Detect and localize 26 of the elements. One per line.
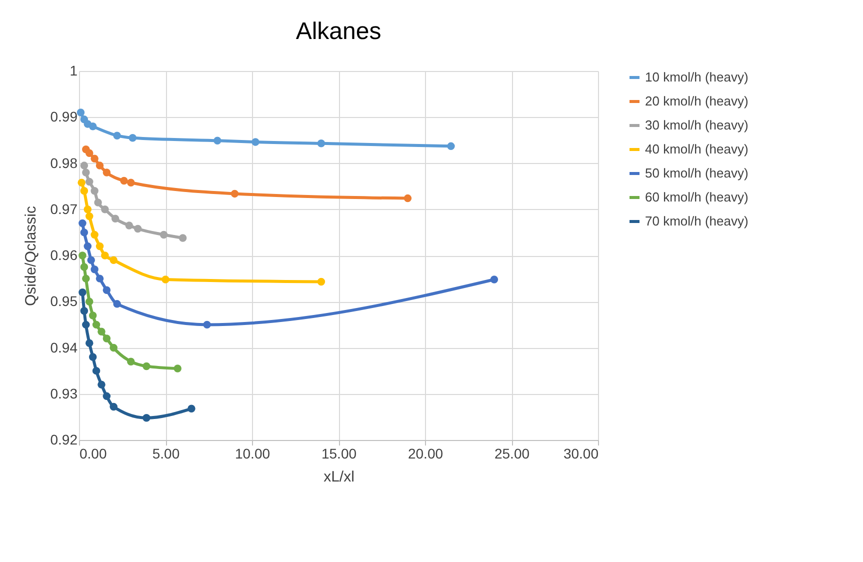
y-tick-label: 0.98 [50, 154, 78, 171]
y-tick-label: 0.93 [50, 385, 78, 402]
x-tick-label: 25.00 [494, 446, 530, 462]
legend-label: 20 kmol/h (heavy) [645, 94, 748, 108]
chart-title: Alkanes [296, 18, 382, 45]
y-axis-title: Qside/Qclassic [22, 205, 40, 306]
legend-label: 40 kmol/h (heavy) [645, 142, 748, 156]
y-tick-label: 0.97 [50, 200, 78, 217]
y-tick-label: 0.99 [50, 108, 78, 125]
legend-label: 70 kmol/h (heavy) [645, 214, 748, 228]
x-tick-label: 30.00 [563, 446, 599, 462]
legend-label: 30 kmol/h (heavy) [645, 118, 748, 132]
x-tick-label: 15.00 [321, 446, 357, 462]
x-tick-label: 10.00 [234, 446, 270, 462]
y-tick-label: 0.95 [50, 293, 78, 310]
y-tick-label: 0.92 [50, 432, 78, 448]
x-tick-label: 0.00 [80, 446, 107, 462]
x-axis-title: xL/xl [324, 468, 354, 486]
legend-label: 10 kmol/h (heavy) [645, 70, 748, 84]
x-tick-label: 20.00 [408, 446, 444, 462]
legend-label: 60 kmol/h (heavy) [645, 190, 748, 204]
y-tick-label: 1 [70, 62, 78, 78]
y-tick-label: 0.96 [50, 247, 78, 263]
y-tick-label: 0.94 [50, 339, 78, 356]
x-tick-label: 5.00 [152, 446, 180, 462]
legend-label: 50 kmol/h (heavy) [645, 166, 748, 180]
